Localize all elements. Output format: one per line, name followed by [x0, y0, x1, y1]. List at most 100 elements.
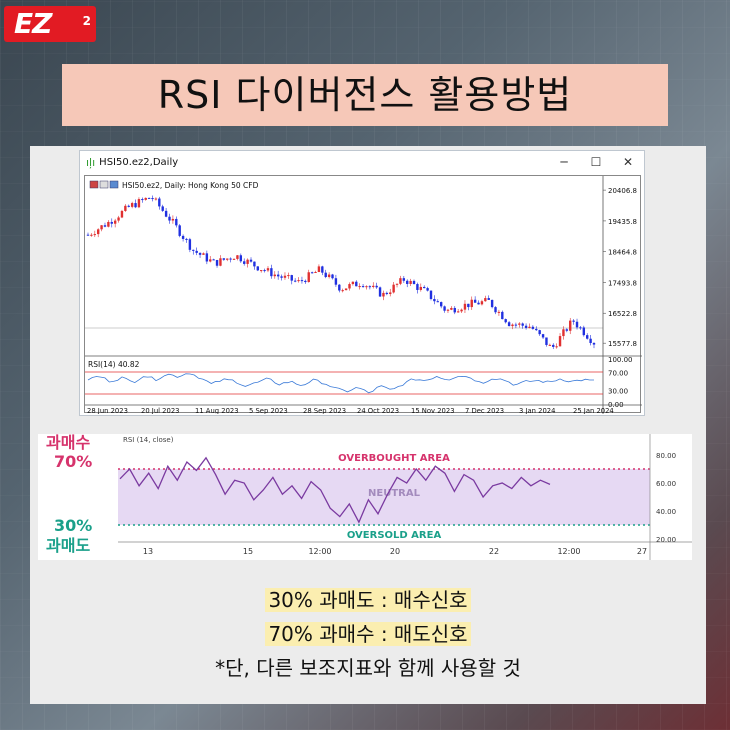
candle-body [185, 238, 188, 240]
candle-body [293, 280, 297, 282]
candle-body [219, 258, 222, 266]
candle-body [497, 311, 501, 313]
candle-body [501, 311, 504, 320]
rsi-panel-label: RSI(14) 40.82 [88, 360, 140, 369]
candle-body [487, 298, 490, 300]
minimize-icon[interactable]: ─ [560, 155, 568, 169]
candle-body [589, 338, 592, 344]
candle-body [256, 266, 259, 271]
date-tick-label: 28 Jun 2023 [87, 407, 128, 414]
candle-body [436, 301, 439, 303]
price-chart-area[interactable]: HSI50.ez2, Daily: Hong Kong 50 CFD 20406… [84, 175, 642, 415]
rsi-line-small [87, 373, 594, 394]
candle-body [314, 271, 317, 273]
rsi-tick-label: 100.00 [608, 356, 633, 364]
rsi-line [119, 456, 551, 524]
candle-body [283, 275, 287, 278]
candle-body [514, 324, 518, 326]
candle-body [280, 276, 283, 278]
oversold-side-label-2: 과매도 [46, 536, 90, 555]
oversold-side-label-1: 30% [54, 516, 92, 535]
candle-body [361, 286, 365, 288]
time-axis: 28 Jun 2023 20 Jul 2023 11 Aug 2023 5 Sep 2… [87, 407, 614, 415]
candle-body [290, 275, 293, 281]
candle-body [453, 307, 456, 313]
candle-body [518, 323, 521, 325]
window-titlebar[interactable]: ıļı HSI50.ez2,Daily ─ ☐ ✕ [80, 151, 644, 173]
candle-body [127, 205, 130, 207]
candle-body [412, 280, 416, 285]
candle-body [545, 337, 548, 345]
candle-body [137, 199, 141, 208]
candle-body [232, 258, 236, 260]
candle-body [392, 284, 395, 293]
candle-body [368, 286, 372, 288]
candle-body [341, 290, 344, 292]
candle-body [171, 218, 175, 221]
candle-body [158, 198, 161, 207]
candle-body [575, 321, 579, 328]
rsi-detail-y-label: 40.00 [656, 508, 676, 516]
caption-overbought: 70% 과매수 : 매도신호 [30, 618, 706, 647]
candle-body [151, 198, 154, 200]
rsi-detail-chart: 과매수 70% 30% 과매도 RSI (14, close) OVERBOUG… [38, 433, 692, 560]
candle-body [266, 268, 270, 271]
candle-body [300, 280, 304, 282]
candle-body [565, 329, 569, 331]
date-tick-label: 7 Dec 2023 [465, 407, 504, 414]
candle-body [147, 197, 151, 199]
candle-body [334, 278, 338, 285]
oversold-area-label: OVERSOLD AREA [347, 530, 442, 541]
candle-body [473, 299, 477, 303]
candle-body [120, 210, 124, 218]
caption-overbought-text: 70% 과매수 : 매도신호 [265, 622, 471, 646]
date-tick-label: 20 Jul 2023 [141, 407, 179, 414]
candle-body [249, 259, 253, 262]
candle-body [558, 336, 562, 347]
candle-body [90, 234, 93, 236]
candle-body [443, 306, 446, 311]
candle-body [365, 286, 368, 288]
candle-body [141, 199, 144, 201]
candle-body [304, 280, 307, 283]
rsi-tick-label: 30.00 [608, 388, 628, 396]
close-icon[interactable]: ✕ [622, 155, 634, 169]
chart-legend-icons [89, 180, 119, 189]
candle-body [175, 218, 178, 226]
candle-body [161, 206, 164, 211]
candle-body [538, 330, 541, 335]
candle-body [222, 258, 226, 260]
candle-body [572, 320, 575, 322]
candle-body [490, 299, 494, 308]
candle-body [96, 229, 100, 235]
candle-body [439, 302, 443, 307]
candle-body [528, 326, 531, 328]
maximize-icon[interactable]: ☐ [590, 155, 602, 169]
rsi-detail-y-axis: 80.00 60.00 40.00 20.00 [656, 452, 676, 544]
date-tick-label: 25 Jan 2024 [573, 407, 614, 414]
candle-body [181, 235, 185, 239]
rsi-detail-x-label: 20 [390, 547, 400, 556]
candle-body [344, 288, 348, 291]
rsi-detail-x-label: 22 [489, 547, 499, 556]
candle-body [569, 320, 572, 331]
overbought-side-label-1: 과매수 [46, 434, 90, 452]
candle-body [382, 292, 385, 297]
candle-body [524, 325, 528, 328]
date-tick-label: 11 Aug 2023 [195, 407, 239, 414]
candle-body [480, 301, 484, 305]
candle-body [107, 221, 110, 227]
candle-body [582, 327, 586, 336]
candle-body [419, 286, 423, 290]
price-tick-label: 16522.8 [608, 310, 637, 318]
rsi-detail-x-label: 13 [143, 547, 153, 556]
candle-body [406, 280, 409, 284]
candle-body [154, 198, 158, 200]
candle-body [416, 284, 419, 290]
candle-body [456, 311, 460, 313]
date-tick-label: 15 Nov 2023 [411, 407, 455, 414]
date-tick-label: 28 Sep 2023 [303, 407, 346, 414]
candle-body [188, 239, 192, 250]
neutral-band [118, 469, 650, 525]
price-tick-label: 15577.8 [608, 340, 637, 348]
